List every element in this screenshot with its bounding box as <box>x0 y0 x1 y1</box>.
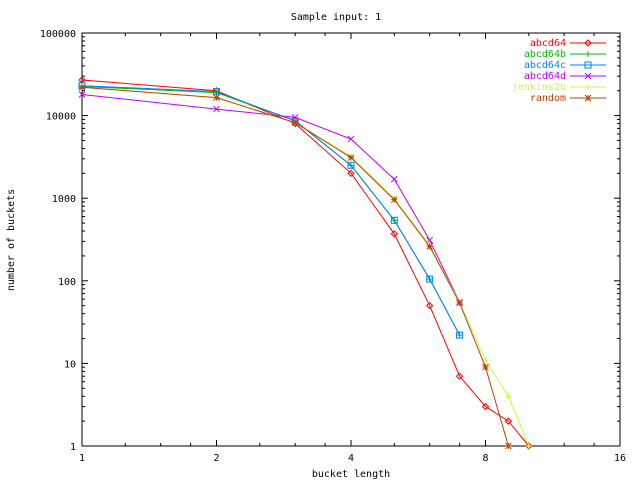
data-point <box>426 243 434 250</box>
data-point <box>347 161 355 169</box>
y-axis-ticks: 1 10 100 1000 10000 100000 <box>40 29 620 453</box>
y-tick-label: 10 <box>64 359 76 370</box>
data-point <box>390 175 398 183</box>
data-point <box>504 417 513 425</box>
data-point <box>505 442 512 450</box>
series-layer <box>78 76 533 450</box>
data-point <box>426 275 434 283</box>
data-point <box>505 393 512 400</box>
y-tick-label: 100 <box>58 277 76 288</box>
data-point <box>347 154 355 161</box>
series-line <box>81 85 461 336</box>
data-point <box>291 119 299 127</box>
data-point <box>456 332 463 339</box>
legend-marker <box>584 94 592 102</box>
series-abcd64d <box>78 91 463 306</box>
data-point <box>481 402 490 411</box>
series-random <box>78 83 512 450</box>
x-tick-label: 1 <box>79 453 85 464</box>
legend-label: abcd64b <box>524 49 566 60</box>
data-point <box>213 105 220 113</box>
y-tick-label: 1 <box>70 442 76 453</box>
legend-entry: abcd64b <box>524 49 606 60</box>
data-point <box>78 83 86 91</box>
data-point <box>482 356 489 363</box>
x-tick-label: 16 <box>614 453 626 464</box>
x-axis-ticks: 1 2 4 8 16 <box>79 33 626 464</box>
data-point <box>390 196 398 204</box>
legend-entry: jenkins2b <box>512 82 606 93</box>
legend-label: random <box>530 93 566 104</box>
data-point <box>390 230 399 238</box>
x-axis-label: bucket length <box>312 469 390 480</box>
data-point <box>525 443 532 449</box>
x-tick-label: 8 <box>482 453 488 464</box>
legend: abcd64abcd64babcd64cabcd64djenkins2brand… <box>512 38 606 104</box>
legend-label: jenkins2b <box>512 82 566 93</box>
legend-marker <box>584 61 592 69</box>
y-tick-label: 100000 <box>40 29 76 40</box>
legend-label: abcd64 <box>530 38 566 49</box>
x-tick-label: 2 <box>213 453 219 464</box>
data-point <box>291 114 299 121</box>
x-tick-label: 4 <box>348 453 354 464</box>
legend-label: abcd64d <box>524 71 566 82</box>
data-point <box>456 331 464 339</box>
legend-marker <box>585 84 591 90</box>
data-point <box>78 91 86 98</box>
legend-entry: abcd64c <box>524 60 606 71</box>
data-point <box>482 363 489 371</box>
y-tick-label: 10000 <box>46 112 76 123</box>
data-point <box>347 169 355 178</box>
legend-marker <box>585 51 591 57</box>
y-axis-label: number of buckets <box>6 189 17 291</box>
data-point <box>390 216 398 224</box>
data-point <box>425 301 434 310</box>
legend-entry: abcd64 <box>530 38 606 49</box>
series-line <box>81 79 530 447</box>
legend-entry: abcd64d <box>524 71 606 82</box>
y-tick-label: 1000 <box>52 194 76 205</box>
data-point <box>347 135 355 143</box>
legend-label: abcd64c <box>524 60 566 71</box>
data-point <box>455 372 464 380</box>
legend-marker <box>584 72 592 80</box>
legend-entry: random <box>530 93 606 104</box>
data-point <box>456 299 463 307</box>
data-point <box>213 94 220 101</box>
legend-marker <box>584 39 592 47</box>
chart-title: Sample input: 1 <box>291 12 381 23</box>
